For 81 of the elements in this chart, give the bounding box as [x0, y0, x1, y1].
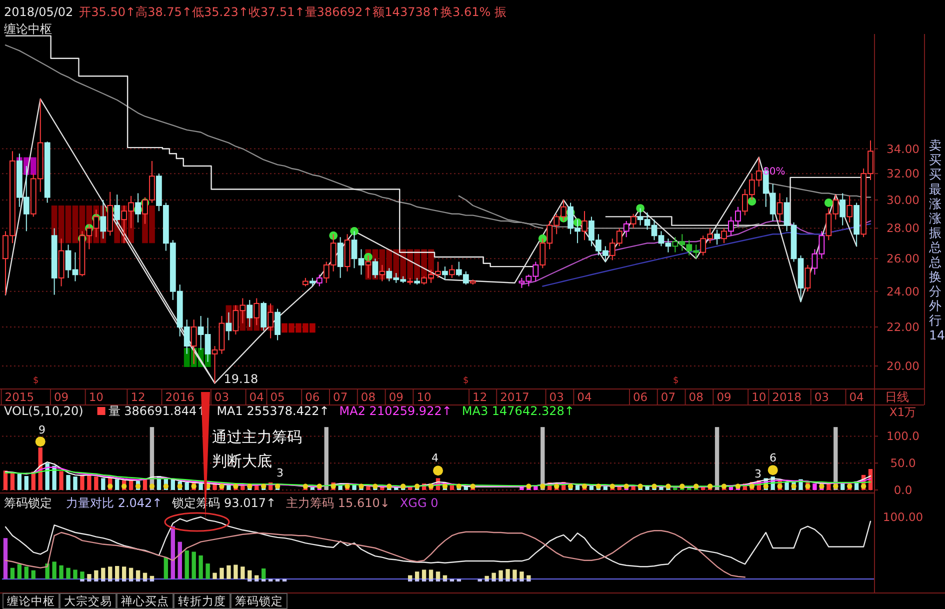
x-tick-label: 09: [54, 390, 69, 404]
text: 总: [928, 240, 942, 255]
text: 筹码锁定: [235, 594, 283, 608]
annotation: $: [673, 376, 679, 386]
annotation: 3: [276, 466, 284, 480]
annotation: 缠论中枢: [4, 22, 52, 36]
x-axis-title: 日线: [885, 390, 909, 404]
x-tick-label: 2018: [772, 390, 802, 404]
x-tick-label: 10: [88, 390, 104, 404]
legend: 力量对比 2.042↑: [66, 496, 162, 510]
x-tick-label: 09: [716, 390, 732, 404]
x-tick-label: 10: [752, 390, 766, 404]
text: 大宗交易: [64, 594, 112, 608]
legend: XGG 0: [400, 496, 438, 510]
x-tick-label: 03: [814, 390, 829, 404]
annotation: $: [463, 376, 469, 386]
x-tick-label: 05: [270, 390, 285, 404]
x-tick-label: 04: [849, 390, 864, 404]
x-tick-label: 2016: [165, 390, 195, 404]
text: 买: [929, 166, 942, 182]
text: 振: [929, 225, 942, 240]
x-tick-label: 12: [130, 390, 146, 404]
annotation: 判断大底: [212, 452, 272, 470]
annotation: 4: [432, 452, 438, 464]
chart-title: VOL(5,10,20): [4, 404, 84, 418]
text: 换: [929, 268, 942, 284]
text: 14: [929, 327, 945, 342]
annotation: 6: [770, 452, 776, 464]
x-tick-label: 03: [549, 390, 564, 404]
y-tick-label: 26.00: [886, 252, 920, 266]
x-tick-label: 12: [472, 390, 488, 404]
text: 最: [929, 181, 942, 196]
annotation: 3: [754, 468, 762, 480]
y-tick-label: 50.0: [890, 456, 916, 470]
y-tick-label: 22.00: [886, 320, 920, 334]
data-label: 19.18: [224, 372, 258, 386]
text: 总: [928, 254, 942, 270]
legend: MA1 255378.422↑: [216, 404, 330, 418]
text: 转折力度: [178, 594, 226, 608]
annotation: 通过主力筹码: [212, 428, 302, 446]
text: 禅心买点: [121, 594, 169, 608]
chart-title: 2018/05/02: [4, 5, 74, 19]
x-tick-label: 2015: [4, 390, 34, 404]
x-tick-label: 10: [416, 390, 432, 404]
text: 涨: [929, 196, 942, 211]
x-tick-label: 07: [660, 390, 676, 404]
text: 100.00: [882, 510, 924, 524]
annotation: 9: [38, 424, 46, 436]
x-tick-label: 08: [360, 390, 376, 404]
text: 缠论中枢: [7, 594, 55, 608]
legend: 主力筹码 15.610↓: [286, 496, 390, 510]
x-tick-label: 2017: [500, 390, 530, 404]
text: 涨: [929, 210, 942, 226]
x-tick-label: 08: [688, 390, 704, 404]
text: 买: [929, 152, 942, 168]
y-tick-label: 30.00: [886, 193, 920, 207]
text: 行: [929, 312, 942, 328]
y-tick-label: 34.00: [886, 142, 920, 156]
x-tick-label: 06: [632, 390, 648, 404]
legend: MA2 210259.922↑: [339, 404, 452, 418]
y-tick-label: 100.0: [886, 429, 920, 444]
x-tick-label: 07: [333, 390, 348, 404]
y-axis-title: X1万: [889, 405, 917, 419]
x-tick-label: 03: [214, 390, 230, 404]
y-tick-label: 20.00: [886, 359, 920, 373]
chart-title: 筹码锁定: [4, 496, 52, 510]
y-tick-label: 0.0: [894, 483, 912, 497]
x-tick-label: 04: [577, 390, 592, 404]
legend: MA3 147642.328↑: [462, 404, 574, 418]
x-tick-label: 04: [249, 390, 264, 404]
y-tick-label: 24.00: [886, 284, 920, 298]
x-tick-label: 09: [388, 390, 404, 404]
x-tick-label: 06: [305, 390, 320, 404]
text: 外: [929, 298, 942, 314]
chart-subtitle: 开35.50↑高38.75↑低35.23↑收37.51↑量386692↑额143738↑换3.61% 振: [79, 5, 506, 19]
text: 卖: [929, 138, 942, 152]
legend: 量 386691.844↑: [108, 404, 207, 418]
y-tick-label: 28.00: [886, 221, 920, 236]
text: 分: [929, 284, 942, 298]
annotation: $: [33, 376, 39, 386]
y-tick-label: 32.00: [886, 166, 920, 181]
